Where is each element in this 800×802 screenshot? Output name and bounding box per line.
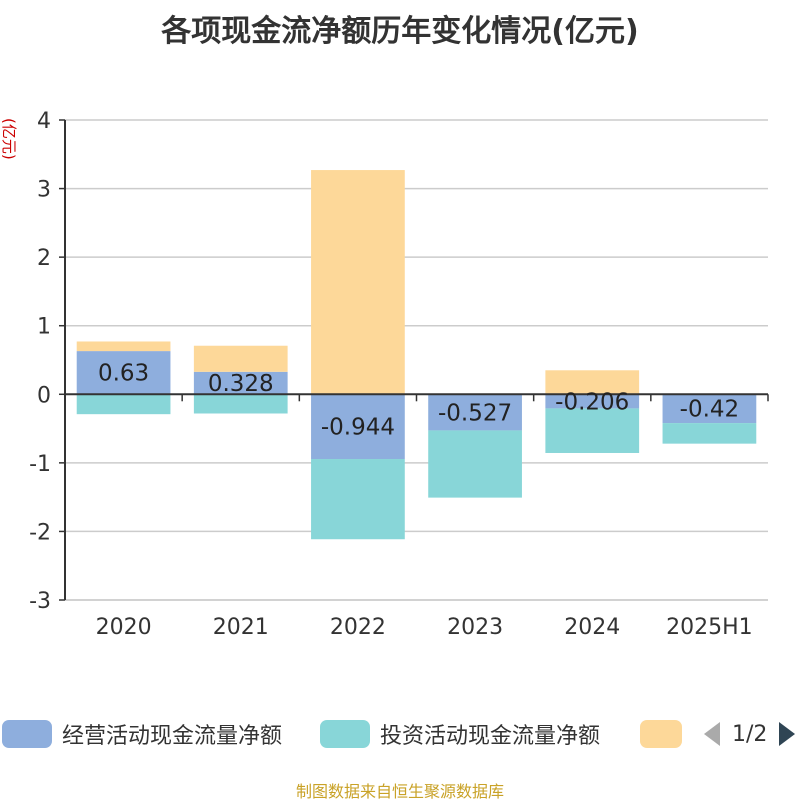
data-label-2025H1: -0.42 xyxy=(680,397,740,423)
bar-2021-series-0[interactable] xyxy=(193,371,288,395)
bar-2022-series-2[interactable] xyxy=(311,170,405,395)
bar-2023-series-0[interactable] xyxy=(428,394,522,431)
legend-pager: 1/2 xyxy=(702,718,797,750)
legend-prev-icon[interactable] xyxy=(702,720,722,748)
x-tick-label: 2024 xyxy=(564,615,620,640)
bar-2025H1-series-0[interactable] xyxy=(662,394,757,424)
y-tick-label: 4 xyxy=(37,109,51,134)
bar-2020-series-0[interactable] xyxy=(76,351,171,395)
y-tick-label: 0 xyxy=(37,383,51,408)
y-tick-label: 3 xyxy=(37,178,51,203)
data-label-2024: -0.206 xyxy=(555,389,629,415)
bar-2024-series-1[interactable] xyxy=(545,408,640,453)
bar-2020-series-1[interactable] xyxy=(76,394,171,415)
legend-label-operating: 经营活动现金流量净额 xyxy=(62,724,283,749)
data-label-2020: 0.63 xyxy=(98,361,149,387)
x-tick-label: 2022 xyxy=(330,615,386,640)
data-labels: 0.63 0.328 -0.944 -0.527 -0.206 -0.42 xyxy=(98,361,739,441)
data-label-2021: 0.328 xyxy=(208,371,274,397)
chart-title: 各项现金流净额历年变化情况(亿元) xyxy=(161,14,639,49)
bar-2020-series-2[interactable] xyxy=(76,341,171,352)
data-label-2022: -0.944 xyxy=(321,415,395,441)
y-tick-label: 1 xyxy=(37,315,51,340)
y-tick-label: -2 xyxy=(29,520,51,545)
bar-2025H1-series-1[interactable] xyxy=(662,423,757,444)
bar-2024-series-0[interactable] xyxy=(545,394,640,409)
legend-item-financing[interactable] xyxy=(640,718,682,750)
y-tick-label: 2 xyxy=(37,246,51,271)
x-tick-label: 2020 xyxy=(96,615,152,640)
x-tick-label: 2025H1 xyxy=(666,615,753,640)
y-axis-label: (亿元) xyxy=(0,118,18,160)
y-tick-label: -3 xyxy=(29,589,51,614)
axes: 4 3 2 1 0 -1 -2 -3 2020 2021 2022 2023 2024 2025H1 xyxy=(29,109,769,640)
legend-swatch-financing xyxy=(640,720,682,748)
y-tick-label: -1 xyxy=(29,452,51,477)
legend-item-operating[interactable]: 经营活动现金流量净额 xyxy=(2,718,282,750)
legend-swatch-operating xyxy=(2,720,52,748)
legend-swatch-investing xyxy=(320,720,370,748)
bar-2022-series-1[interactable] xyxy=(311,459,405,540)
x-tick-label: 2021 xyxy=(213,615,269,640)
legend-page-indicator: 1/2 xyxy=(732,721,768,747)
bar-2024-series-2[interactable] xyxy=(545,370,640,395)
legend-next-icon[interactable] xyxy=(777,720,797,748)
data-source-note: 制图数据来自恒生聚源数据库 xyxy=(295,782,504,801)
bar-2023-series-1[interactable] xyxy=(428,430,522,498)
legend-label-investing: 投资活动现金流量净额 xyxy=(380,724,601,749)
x-tick-label: 2023 xyxy=(447,615,503,640)
bar-2021-series-2[interactable] xyxy=(193,345,288,372)
bar-2022-series-0[interactable] xyxy=(311,394,405,460)
grid-lines xyxy=(65,119,768,601)
bar-2021-series-1[interactable] xyxy=(193,394,288,414)
data-label-2023: -0.527 xyxy=(438,400,512,426)
bars xyxy=(76,170,757,540)
legend-item-investing[interactable]: 投资活动现金流量净额 xyxy=(320,718,600,750)
stacked-bar-chart: 4 3 2 1 0 -1 -2 -3 2020 2021 2022 2023 2024 2025H1 0.… xyxy=(0,109,769,640)
